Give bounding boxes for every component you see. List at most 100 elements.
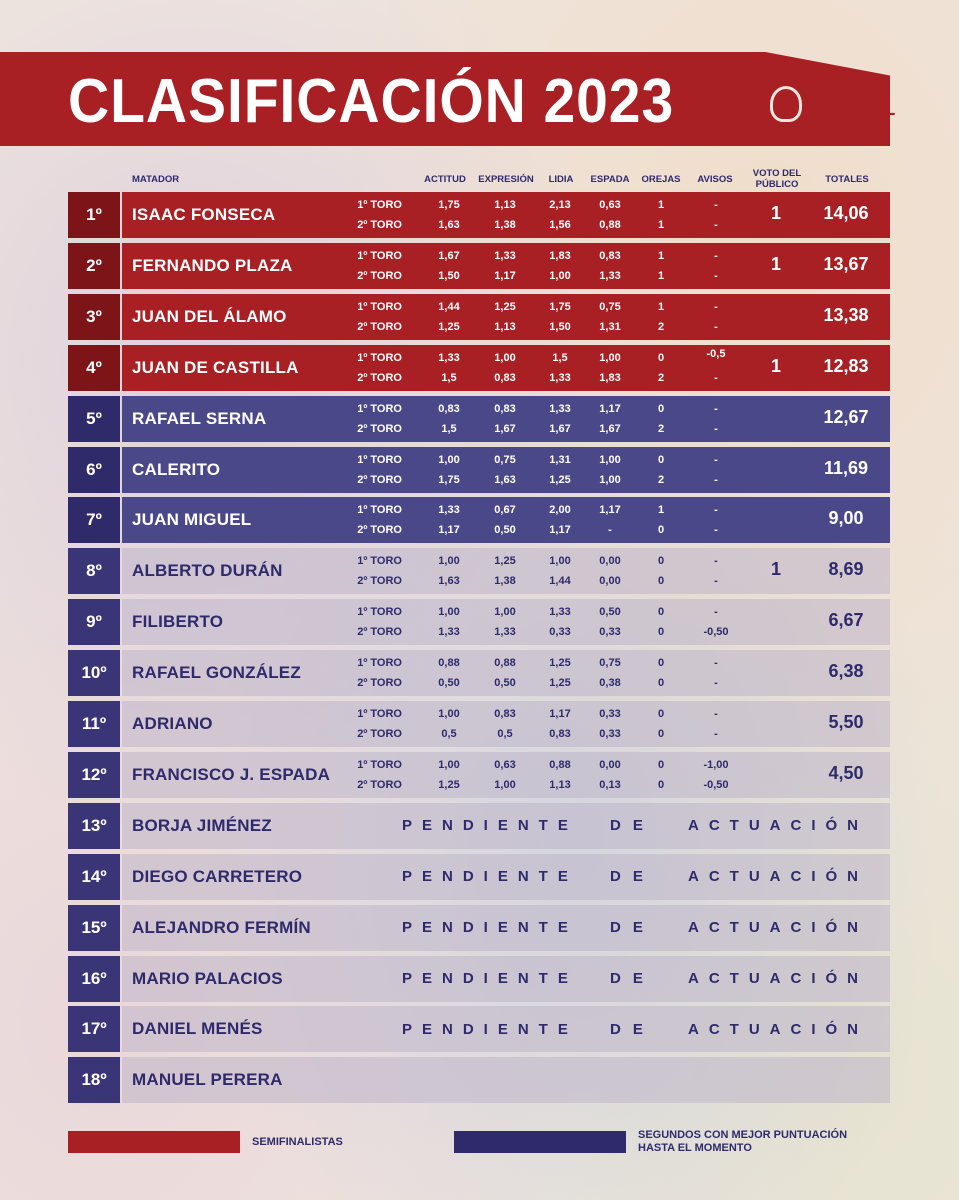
rank-badge: 10º <box>68 650 120 697</box>
score-cell: 0,00 <box>599 758 621 771</box>
score-cell: 1,00 <box>438 708 460 720</box>
score-cell: 1,00 <box>599 473 621 486</box>
score-cell: 1,00 <box>438 453 460 466</box>
matador-name: BORJA JIMÉNEZ <box>132 815 272 835</box>
voto-publico-value: 1 <box>770 203 781 223</box>
score-cell: 1,33 <box>438 351 460 364</box>
score-cell: 0,83 <box>549 728 571 740</box>
total-score: 6,67 <box>828 610 864 631</box>
row-background <box>122 802 890 849</box>
toro-label: 1º TORO <box>357 708 402 720</box>
score-cell: 0,88 <box>438 657 460 670</box>
pending-word: DE <box>610 970 655 987</box>
score-cell: - <box>714 402 718 415</box>
score-cell: -0,5 <box>706 347 726 360</box>
score-cell: 0,33 <box>599 728 621 740</box>
score-cell: 2 <box>657 473 665 486</box>
table-row: 4º JUAN DE CASTILLA 1º TORO 1,33 1,00 1,5 1,00… <box>68 344 890 391</box>
score-cell: 1 <box>657 249 665 262</box>
score-cell: 1,25 <box>438 778 460 791</box>
score-cell: 1,00 <box>599 453 621 466</box>
matador-name: FERNANDO PLAZA <box>132 255 293 275</box>
score-cell: 1,13 <box>494 199 516 211</box>
rank-badge: 14º <box>68 853 120 900</box>
rank-badge: 1º <box>68 192 120 238</box>
total-score: 8,69 <box>828 559 864 580</box>
table-row: 6º CALERITO 1º TORO 1,00 0,75 1,31 1,00 0 - 2º TO… <box>68 446 890 493</box>
score-cell: 1,17 <box>494 269 516 282</box>
row-background <box>122 853 890 900</box>
row-background <box>122 904 890 951</box>
rank-badge: 3º <box>68 293 120 340</box>
rank-badge: 11º <box>68 701 120 747</box>
pending-word: PENDIENTE <box>402 817 578 835</box>
pending-word: ACTUACIÓN <box>688 919 868 937</box>
score-cell: 1,25 <box>494 555 516 568</box>
score-cell: 0,13 <box>599 778 621 791</box>
score-cell: - <box>714 708 718 720</box>
matador-name: RAFAEL SERNA <box>132 408 267 428</box>
score-cell: - <box>714 371 718 384</box>
score-cell: 1,44 <box>549 575 571 588</box>
rank-badge: 5º <box>68 395 120 442</box>
total-score: 6,38 <box>828 661 864 682</box>
logo-line2: CHENEL <box>818 99 897 120</box>
toro-label: 1º TORO <box>357 249 402 262</box>
total-score: 14,06 <box>823 203 869 223</box>
score-cell: 2,00 <box>549 504 571 517</box>
score-cell: 1,33 <box>438 504 460 517</box>
title-banner <box>0 52 890 146</box>
score-cell: 0,75 <box>599 300 621 313</box>
score-cell: 0,50 <box>599 606 621 619</box>
score-cell: 1,00 <box>494 778 516 791</box>
pending-word: ACTUACIÓN <box>688 868 868 886</box>
score-cell: 1,31 <box>599 320 621 333</box>
legend-segundos: SEGUNDOS CON MEJOR PUNTUACIÓN HASTA EL M… <box>638 1129 848 1154</box>
score-cell: -1,00 <box>703 758 729 771</box>
score-cell: 1,38 <box>494 219 516 231</box>
toro-label: 2º TORO <box>357 524 402 537</box>
score-cell: 0,50 <box>494 524 516 537</box>
rank-badge: 18º <box>68 1057 120 1104</box>
row-background <box>122 1057 890 1104</box>
table-row: 17º DANIEL MENÉS PENDIENTE DE ACTUACIÓN <box>68 1006 890 1053</box>
matador-name: FRANCISCO J. ESPADA <box>132 764 331 784</box>
score-cell: 0 <box>657 453 665 466</box>
score-cell: 1,00 <box>494 351 516 364</box>
score-cell: 0 <box>657 351 665 364</box>
score-cell: 1,00 <box>494 606 516 619</box>
score-cell: 1,00 <box>438 758 460 771</box>
score-cell: 1,50 <box>549 320 571 333</box>
total-score: 4,50 <box>828 762 864 783</box>
torero-head-icon <box>762 78 810 126</box>
row-background <box>122 650 890 697</box>
score-cell: 1,25 <box>494 300 516 313</box>
toro-label: 2º TORO <box>357 473 402 486</box>
score-cell: 1,5 <box>552 351 568 364</box>
matador-name: DIEGO CARRETERO <box>132 866 303 886</box>
score-cell: 0,63 <box>494 758 516 771</box>
score-cell: 1,13 <box>494 320 516 333</box>
pending-word: PENDIENTE <box>402 1020 578 1038</box>
score-cell: 0,88 <box>549 758 571 771</box>
matador-name: ISAAC FONSECA <box>132 205 276 224</box>
score-cell: - <box>714 473 718 486</box>
score-cell: 1,56 <box>549 219 571 231</box>
matador-name: MANUEL PERERA <box>132 1070 283 1090</box>
rank-badge: 6º <box>68 446 120 493</box>
pending-word: PENDIENTE <box>402 970 578 987</box>
table-row: 11º ADRIANO 1º TORO 1,00 0,83 1,17 0,33 0 - 2º TO… <box>68 701 890 747</box>
score-cell: 1 <box>657 199 665 211</box>
score-cell: 0,83 <box>494 708 516 720</box>
page-title: CLASIFICACIÓN 2023 <box>68 67 675 136</box>
table-row: 5º RAFAEL SERNA 1º TORO 0,83 0,83 1,33 1,17 0 - 2… <box>68 395 890 442</box>
score-cell: 1,17 <box>549 524 571 537</box>
score-cell: 2 <box>657 422 665 435</box>
header-matador: MATADOR <box>132 174 180 185</box>
rank-badge: 9º <box>68 599 120 646</box>
score-cell: - <box>714 219 718 231</box>
score-cell: 0,88 <box>494 657 516 670</box>
row-background <box>122 548 890 595</box>
row-background <box>122 701 890 747</box>
score-cell: 0 <box>657 778 665 791</box>
